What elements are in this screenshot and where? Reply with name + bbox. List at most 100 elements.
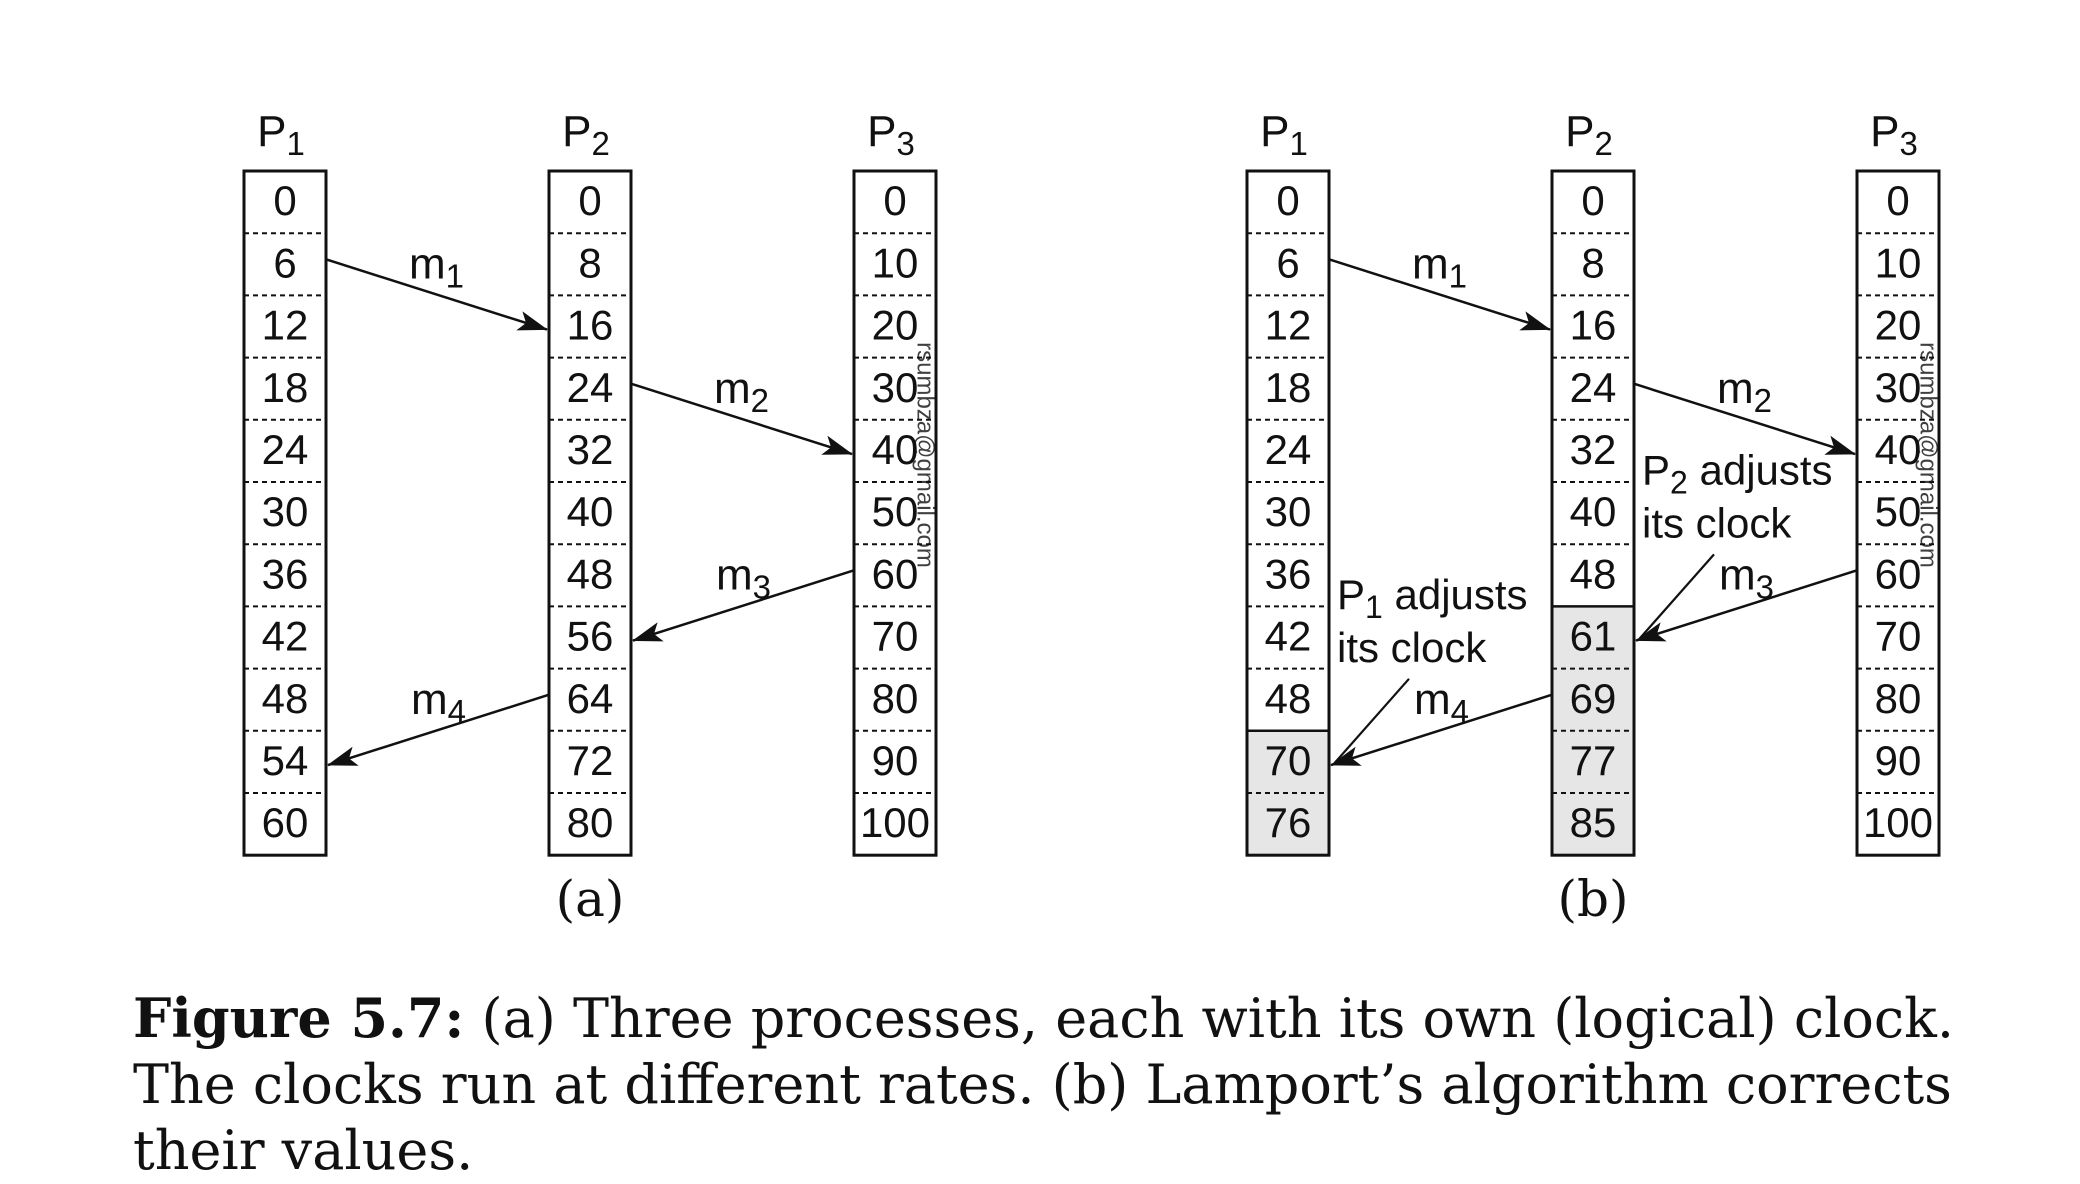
clock-value: 16 — [1570, 302, 1617, 349]
clock-value: 30 — [1875, 364, 1922, 411]
panel-label: (b) — [1557, 870, 1628, 928]
clock-value: 36 — [1265, 550, 1312, 597]
clock-value: 48 — [262, 675, 309, 722]
message-arrow — [1328, 258, 1551, 331]
clock-value: 77 — [1570, 737, 1617, 784]
clock-value: 0 — [578, 177, 601, 224]
message-label: m2 — [714, 363, 769, 418]
clock-value: 90 — [1875, 737, 1922, 784]
clock-value: 12 — [262, 302, 309, 349]
clock-value: 90 — [872, 737, 919, 784]
panel-label: (a) — [556, 870, 625, 928]
clock-value: 69 — [1570, 675, 1617, 722]
clock-value: 10 — [872, 239, 919, 286]
clock-value: 48 — [1265, 675, 1312, 722]
clock-value: 18 — [1265, 364, 1312, 411]
message-label: m4 — [1414, 674, 1469, 729]
clock-column — [1855, 169, 1941, 857]
clock-value: 70 — [872, 613, 919, 660]
process-label-a-1: P1 — [257, 107, 305, 162]
process-label-b-2: P2 — [1565, 107, 1613, 162]
clock-value: 42 — [1265, 613, 1312, 660]
clock-value: 60 — [262, 799, 309, 846]
clock-value: 40 — [567, 488, 614, 535]
clock-value: 80 — [872, 675, 919, 722]
process-label-a-3: P3 — [867, 107, 915, 162]
adjust-annotation-line2: its clock — [1337, 624, 1487, 671]
clock-value: 24 — [1570, 364, 1617, 411]
clock-value: 54 — [262, 737, 309, 784]
clock-value: 30 — [1265, 488, 1312, 535]
clock-value: 24 — [262, 426, 309, 473]
clock-value: 16 — [567, 302, 614, 349]
message-label: m2 — [1717, 363, 1772, 418]
clock-value: 61 — [1570, 613, 1617, 660]
clock-value: 24 — [1265, 426, 1312, 473]
clock-value: 72 — [567, 737, 614, 784]
message-label: m4 — [411, 674, 466, 729]
lamport-clock-diagram: P106121824303642485460P20816243240485664… — [242, 107, 1942, 928]
clock-value: 0 — [1886, 177, 1909, 224]
clock-value: 40 — [1570, 488, 1617, 535]
clock-value: 0 — [1581, 177, 1604, 224]
message-label: m3 — [1719, 550, 1774, 605]
watermark-text: rsumbza@gmail.com — [1915, 342, 1942, 568]
clock-column — [852, 169, 938, 857]
clock-value: 20 — [872, 302, 919, 349]
clock-value: 40 — [1875, 426, 1922, 473]
message-arrow — [630, 382, 853, 456]
clock-value: 6 — [1276, 239, 1299, 286]
annotation-leader — [1637, 553, 1715, 642]
clock-value: 8 — [1581, 239, 1604, 286]
adjust-annotation: P1 adjusts — [1337, 571, 1528, 625]
clock-value: 6 — [273, 239, 296, 286]
message-arrow — [1330, 693, 1553, 767]
message-arrow — [632, 569, 855, 642]
clock-value: 0 — [883, 177, 906, 224]
clock-value: 40 — [872, 426, 919, 473]
clock-value: 8 — [578, 239, 601, 286]
clock-value: 70 — [1875, 613, 1922, 660]
clock-value: 32 — [1570, 426, 1617, 473]
message-label: m1 — [1412, 239, 1467, 294]
clock-value: 80 — [1875, 675, 1922, 722]
watermark-text: rsumbza@gmail.com — [912, 342, 939, 568]
figure-caption: Figure 5.7: (a) Three processes, each wi… — [133, 985, 2063, 1184]
adjust-annotation: P2 adjusts — [1642, 446, 1833, 500]
clock-column — [547, 169, 633, 857]
message-arrow — [1633, 382, 1856, 456]
clock-value: 30 — [262, 488, 309, 535]
adjust-annotation-line2: its clock — [1642, 499, 1792, 546]
clock-value: 0 — [273, 177, 296, 224]
clock-column — [1550, 169, 1636, 857]
clock-value: 42 — [262, 613, 309, 660]
message-arrow — [1635, 569, 1858, 642]
message-arrow — [327, 693, 550, 767]
process-label-b-3: P3 — [1870, 107, 1918, 162]
clock-value: 50 — [1875, 488, 1922, 535]
clock-value: 30 — [872, 364, 919, 411]
clock-value: 36 — [262, 550, 309, 597]
clock-value: 18 — [262, 364, 309, 411]
annotation-leader — [1332, 678, 1410, 766]
process-label-a-2: P2 — [562, 107, 610, 162]
clock-value: 76 — [1265, 799, 1312, 846]
clock-value: 0 — [1276, 177, 1299, 224]
clock-value: 56 — [567, 613, 614, 660]
clock-value: 60 — [872, 550, 919, 597]
process-label-b-1: P1 — [1260, 107, 1308, 162]
clock-value: 48 — [1570, 550, 1617, 597]
message-arrow — [325, 258, 548, 331]
clock-value: 50 — [872, 488, 919, 535]
clock-value: 60 — [1875, 550, 1922, 597]
caption-label: Figure 5.7: — [133, 986, 465, 1050]
clock-value: 32 — [567, 426, 614, 473]
clock-value: 12 — [1265, 302, 1312, 349]
message-label: m1 — [409, 239, 464, 294]
clock-value: 70 — [1265, 737, 1312, 784]
clock-value: 64 — [567, 675, 614, 722]
clock-column — [242, 169, 328, 857]
clock-value: 10 — [1875, 239, 1922, 286]
clock-column — [1245, 169, 1331, 857]
clock-value: 24 — [567, 364, 614, 411]
